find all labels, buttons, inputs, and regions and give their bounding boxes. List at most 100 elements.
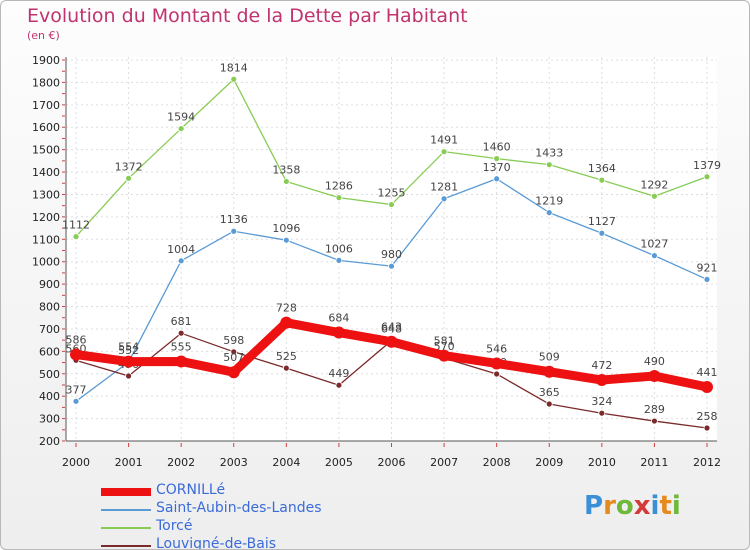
data-label-torc-: 1255 <box>378 187 406 200</box>
data-label-cornill-: 555 <box>171 340 192 353</box>
y-tick-label: 900 <box>39 278 60 291</box>
y-tick-label: 1900 <box>32 54 60 67</box>
data-point-louvign-de-bais <box>545 400 553 408</box>
data-point-saint-aubin-des-landes <box>388 262 395 270</box>
data-point-cornill- <box>175 355 188 368</box>
y-tick-label: 300 <box>39 413 60 426</box>
data-point-louvign-de-bais <box>703 424 711 432</box>
data-point-saint-aubin-des-landes <box>177 257 185 265</box>
data-label-saint-aubin-des-landes: 980 <box>381 248 402 261</box>
data-label-torc-: 1814 <box>220 61 248 74</box>
data-point-louvign-de-bais <box>493 370 501 378</box>
data-label-cornill-: 546 <box>486 342 507 355</box>
data-label-saint-aubin-des-landes: 377 <box>66 383 87 396</box>
data-label-cornill-: 728 <box>276 302 297 315</box>
data-label-saint-aubin-des-landes: 552 <box>118 344 139 357</box>
data-point-louvign-de-bais <box>651 417 658 425</box>
data-label-torc-: 1460 <box>483 141 511 154</box>
data-label-cornill-: 586 <box>66 333 87 346</box>
data-label-torc-: 1358 <box>272 163 300 176</box>
x-tick-label: 2004 <box>272 456 300 469</box>
data-point-cornill- <box>227 366 240 379</box>
x-tick-label: 2007 <box>430 456 458 469</box>
y-tick-label: 200 <box>39 435 60 448</box>
data-point-saint-aubin-des-landes <box>651 252 658 260</box>
legend-label: CORNILLé <box>156 482 226 498</box>
data-point-torc- <box>125 174 132 182</box>
data-label-saint-aubin-des-landes: 1096 <box>272 222 300 235</box>
data-point-saint-aubin-des-landes <box>598 229 606 237</box>
data-point-torc- <box>388 201 395 208</box>
x-tick-label: 2006 <box>378 456 406 469</box>
legend-swatch <box>101 509 151 511</box>
data-label-cornill-: 643 <box>381 321 402 334</box>
y-tick-label: 1100 <box>32 233 60 246</box>
data-point-louvign-de-bais <box>335 381 343 389</box>
data-point-louvign-de-bais <box>282 364 290 372</box>
legend-swatch <box>101 527 151 529</box>
data-point-louvign-de-bais <box>598 409 606 417</box>
y-tick-label: 1800 <box>32 76 60 89</box>
x-tick-label: 2002 <box>167 456 195 469</box>
data-label-saint-aubin-des-landes: 1281 <box>430 181 458 194</box>
data-label-torc-: 1491 <box>430 134 458 147</box>
data-label-louvign-de-bais: 365 <box>539 386 560 399</box>
data-point-torc- <box>72 233 80 241</box>
data-label-cornill-: 507 <box>223 351 244 364</box>
data-point-cornill- <box>122 355 135 368</box>
data-label-louvign-de-bais: 258 <box>697 410 718 423</box>
data-label-louvign-de-bais: 324 <box>591 395 612 408</box>
data-label-louvign-de-bais: 598 <box>223 334 244 347</box>
x-tick-label: 2005 <box>325 456 353 469</box>
data-point-louvign-de-bais <box>230 348 238 356</box>
data-point-saint-aubin-des-landes <box>493 175 501 183</box>
data-label-saint-aubin-des-landes: 1219 <box>535 195 563 208</box>
x-tick-label: 2003 <box>220 456 248 469</box>
data-label-cornill-: 441 <box>697 366 718 379</box>
data-label-louvign-de-bais: 681 <box>171 315 192 328</box>
data-point-saint-aubin-des-landes <box>440 195 448 203</box>
data-point-saint-aubin-des-landes <box>703 276 711 283</box>
data-point-cornill- <box>280 316 293 329</box>
x-tick-label: 2000 <box>62 456 90 469</box>
data-point-louvign-de-bais <box>125 372 132 380</box>
y-tick-label: 1700 <box>32 99 60 112</box>
data-point-torc- <box>545 161 553 169</box>
data-point-torc- <box>177 125 185 132</box>
data-label-saint-aubin-des-landes: 1370 <box>483 161 511 174</box>
data-point-saint-aubin-des-landes <box>230 227 238 235</box>
data-point-cornill- <box>490 357 503 370</box>
y-tick-label: 1400 <box>32 166 60 179</box>
data-point-cornill- <box>385 335 398 348</box>
data-point-torc- <box>598 176 606 184</box>
data-label-saint-aubin-des-landes: 1127 <box>588 215 616 228</box>
legend-label: Louvigné-de-Bais <box>156 536 277 550</box>
y-tick-label: 600 <box>39 345 60 358</box>
data-point-saint-aubin-des-landes <box>282 236 290 244</box>
proxiti-logo: Proxiti <box>584 491 681 521</box>
data-label-torc-: 1292 <box>640 178 668 191</box>
data-label-cornill-: 554 <box>118 341 139 354</box>
data-label-cornill-: 472 <box>591 359 612 372</box>
legend-swatch <box>101 488 151 496</box>
legend-item: Saint-Aubin-des-Landes <box>101 500 341 518</box>
data-label-louvign-de-bais: 648 <box>381 323 402 336</box>
data-point-saint-aubin-des-landes <box>335 256 343 264</box>
legend-label: Torcé <box>156 518 193 534</box>
x-tick-label: 2009 <box>535 456 563 469</box>
data-label-saint-aubin-des-landes: 1027 <box>640 238 668 251</box>
data-point-torc- <box>335 194 343 202</box>
y-tick-label: 400 <box>39 390 60 403</box>
data-point-cornill- <box>543 365 556 378</box>
x-tick-label: 2001 <box>115 456 143 469</box>
data-label-cornill-: 581 <box>434 335 455 348</box>
data-point-cornill- <box>70 348 82 361</box>
y-tick-label: 1000 <box>32 256 60 269</box>
data-label-saint-aubin-des-landes: 1006 <box>325 242 353 255</box>
data-label-louvign-de-bais: 289 <box>644 403 665 416</box>
legend-swatch <box>101 545 151 547</box>
data-point-torc- <box>493 155 501 163</box>
data-point-saint-aubin-des-landes <box>72 397 80 405</box>
data-label-torc-: 1364 <box>588 162 616 175</box>
